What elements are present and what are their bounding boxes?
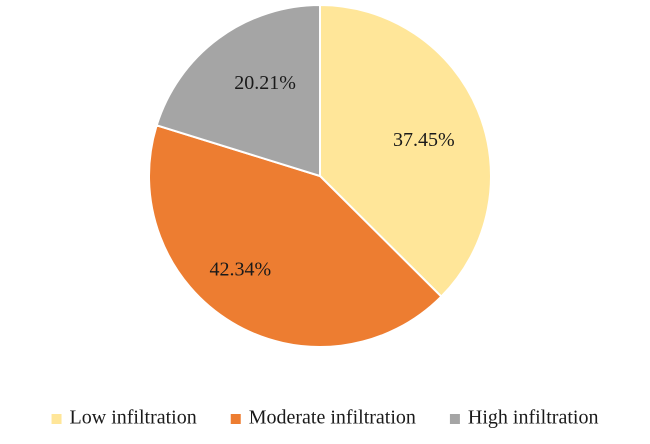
slice-data-label: 42.34%: [210, 258, 272, 280]
legend-swatch: [449, 414, 460, 424]
legend-swatch: [51, 414, 62, 424]
slices-layer: [148, 3, 492, 348]
legend-label: Moderate infiltration: [249, 407, 416, 429]
legend-item-low-infiltration: Low infiltration: [51, 407, 197, 429]
legend: Low infiltration Moderate infiltration Hig…: [51, 407, 599, 429]
slice-data-label: 20.21%: [234, 72, 296, 94]
slice-data-label: 37.45%: [393, 129, 455, 151]
slice-labels-layer: 37.45% 42.34% 20.21%: [210, 72, 455, 280]
legend-label: High infiltration: [468, 407, 599, 429]
legend-label: Low infiltration: [70, 407, 197, 429]
pie-slice-high-infiltration: [155, 3, 321, 178]
legend-item-high-infiltration: High infiltration: [449, 407, 599, 429]
pie-slice-low-infiltration: [319, 3, 492, 298]
legend-swatch: [230, 414, 241, 424]
pie-slice-moderate-infiltration: [148, 124, 443, 348]
legend-item-moderate-infiltration: Moderate infiltration: [230, 407, 416, 429]
